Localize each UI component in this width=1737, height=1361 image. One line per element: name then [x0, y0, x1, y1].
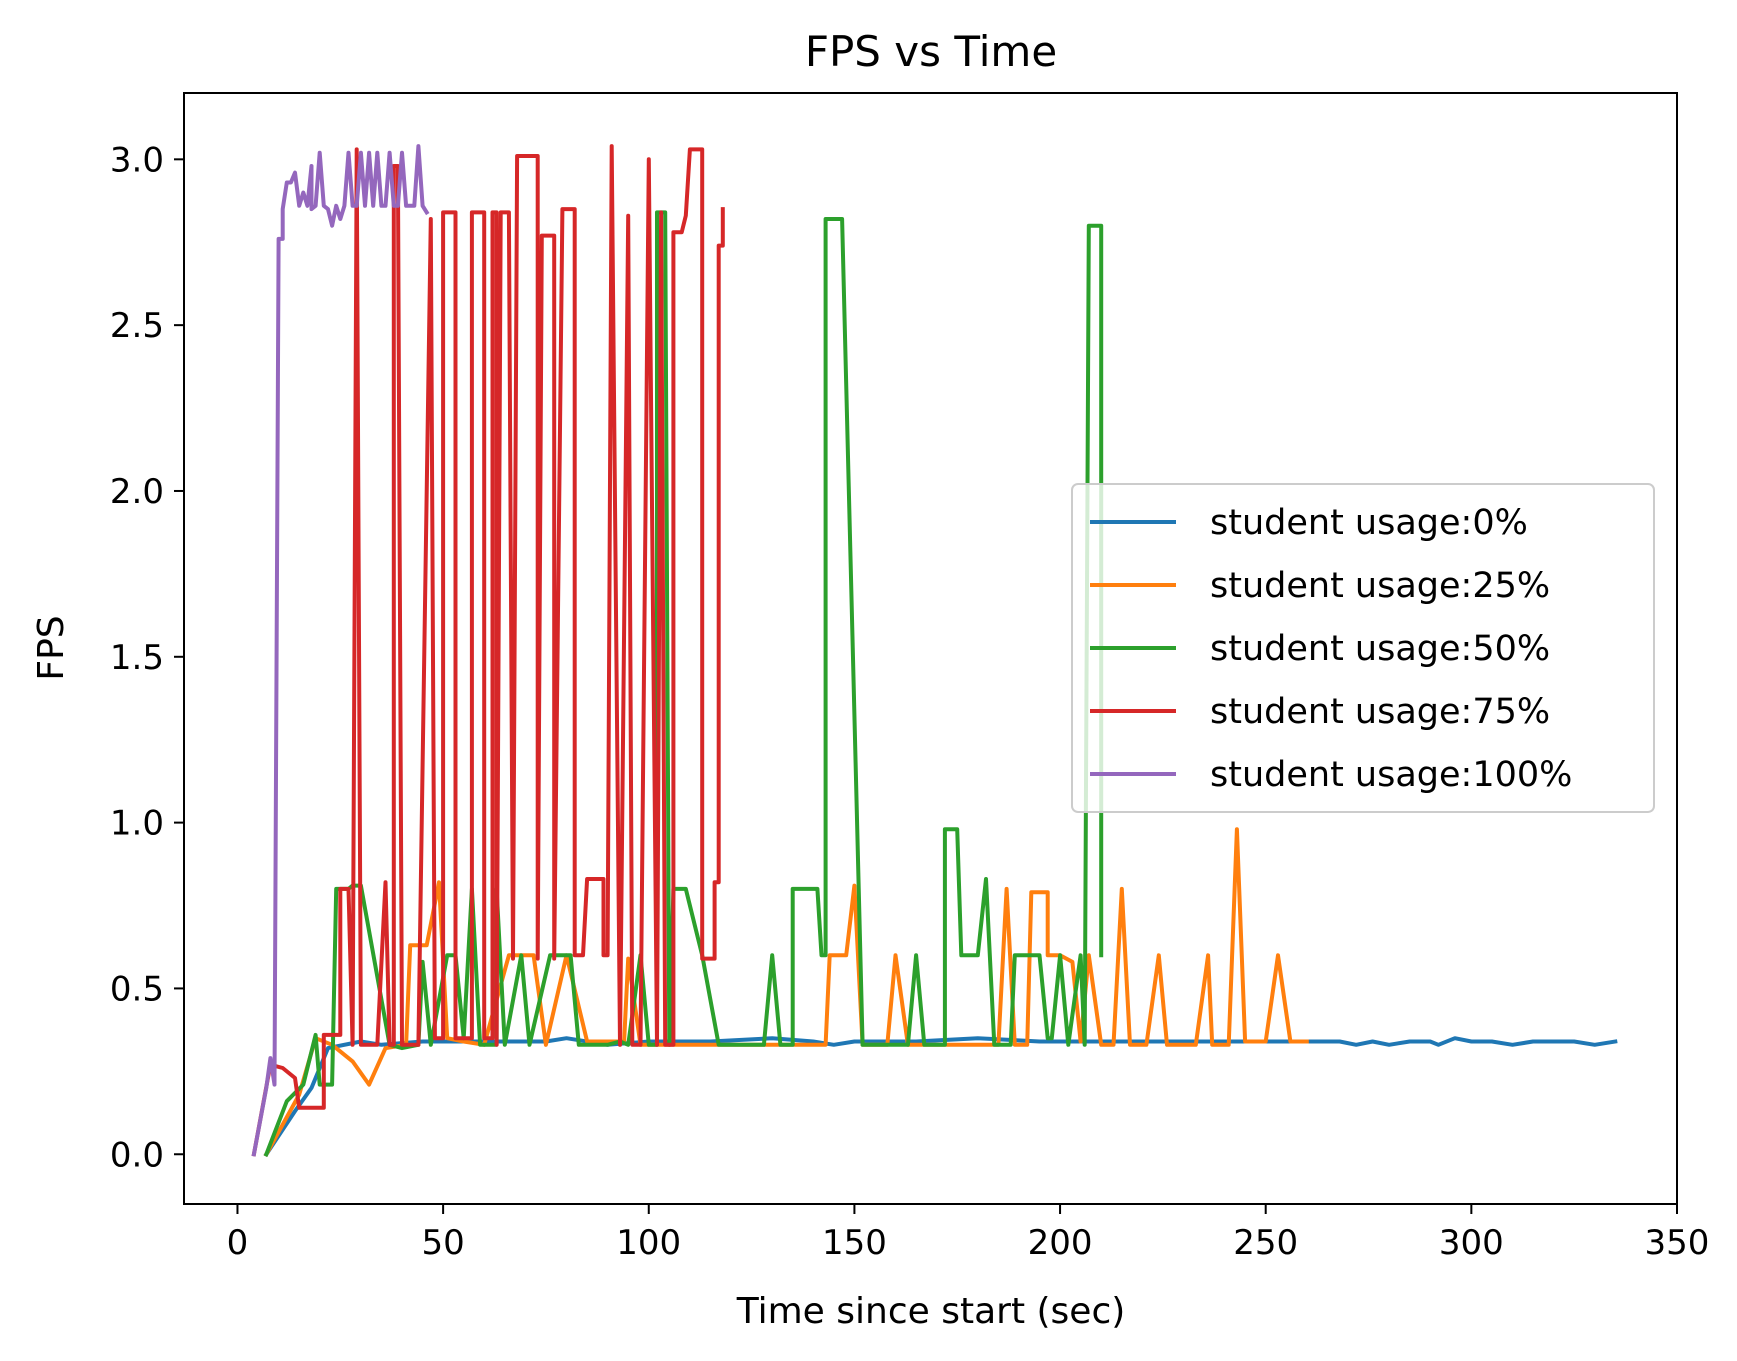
- x-axis: 0 50 100 150 200 250 300 350: [227, 1204, 1710, 1263]
- legend-label: student usage:50%: [1210, 629, 1550, 669]
- x-tick-label: 150: [822, 1223, 887, 1263]
- x-axis-label: Time since start (sec): [736, 1291, 1126, 1332]
- legend-box: [1071, 483, 1655, 813]
- plot-frame: [183, 92, 1678, 1205]
- y-tick-label: 0.5: [110, 969, 164, 1009]
- y-tick-label: 1.0: [110, 804, 164, 844]
- series-line-3: [251, 144, 725, 1157]
- y-tick-label: 2.5: [110, 306, 164, 346]
- x-tick-label: 350: [1645, 1223, 1710, 1263]
- legend-label: student usage:100%: [1210, 755, 1572, 795]
- x-tick-label: 200: [1028, 1223, 1093, 1263]
- legend-label: student usage:0%: [1210, 503, 1528, 543]
- y-tick-label: 0.0: [110, 1135, 164, 1175]
- chart-title: FPS vs Time: [805, 27, 1057, 76]
- x-tick-label: 250: [1233, 1223, 1298, 1263]
- x-tick-label: 50: [421, 1223, 464, 1263]
- y-tick-label: 2.0: [110, 472, 164, 512]
- y-tick-label: 1.5: [110, 638, 164, 678]
- y-axis: 0.0 0.5 1.0 1.5 2.0 2.5 3.0: [110, 140, 184, 1175]
- legend-label: student usage:75%: [1210, 692, 1550, 732]
- x-tick-label: 100: [616, 1223, 681, 1263]
- y-axis-label: FPS: [31, 615, 72, 680]
- x-tick-label: 300: [1439, 1223, 1504, 1263]
- series-line-4: [251, 144, 430, 1157]
- legend: student usage:0% student usage:25% student…: [1071, 483, 1655, 813]
- y-tick-label: 3.0: [110, 140, 164, 180]
- legend-label: student usage:25%: [1210, 566, 1550, 606]
- x-tick-label: 0: [227, 1223, 249, 1263]
- plot-area: [251, 144, 1618, 1158]
